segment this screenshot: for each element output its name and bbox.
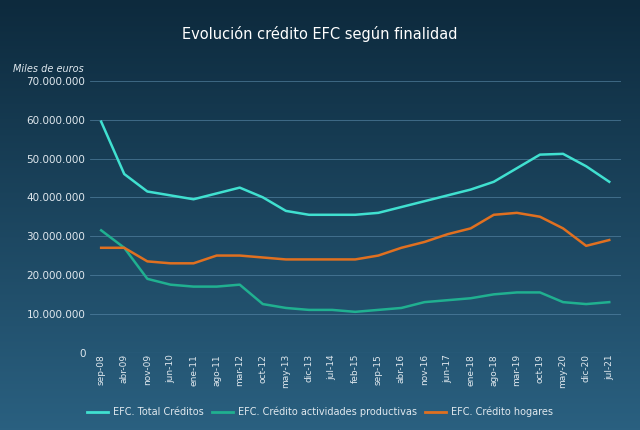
- EFC. Crédito actividades productivas: [328, 307, 336, 313]
- EFC. Crédito hogares: [420, 240, 428, 245]
- EFC. Crédito hogares: [490, 212, 498, 218]
- EFC. Total Créditos: [189, 197, 197, 202]
- EFC. Total Créditos: [490, 179, 498, 184]
- EFC. Crédito hogares: [536, 214, 544, 219]
- EFC. Crédito hogares: [166, 261, 174, 266]
- EFC. Total Créditos: [374, 210, 382, 215]
- EFC. Total Créditos: [166, 193, 174, 198]
- Line: EFC. Crédito actividades productivas: EFC. Crédito actividades productivas: [101, 230, 609, 312]
- Text: Evolución crédito EFC según finalidad: Evolución crédito EFC según finalidad: [182, 26, 458, 42]
- EFC. Crédito actividades productivas: [212, 284, 220, 289]
- EFC. Total Créditos: [513, 166, 521, 171]
- EFC. Total Créditos: [420, 199, 428, 204]
- EFC. Total Créditos: [582, 164, 590, 169]
- EFC. Total Créditos: [282, 208, 290, 213]
- Text: Miles de euros: Miles de euros: [13, 64, 84, 74]
- EFC. Total Créditos: [259, 195, 267, 200]
- EFC. Crédito hogares: [143, 259, 151, 264]
- EFC. Crédito hogares: [351, 257, 359, 262]
- EFC. Crédito actividades productivas: [351, 309, 359, 314]
- EFC. Crédito hogares: [397, 245, 405, 250]
- Line: EFC. Total Créditos: EFC. Total Créditos: [101, 122, 609, 215]
- EFC. Total Créditos: [444, 193, 451, 198]
- EFC. Crédito actividades productivas: [97, 228, 105, 233]
- EFC. Crédito actividades productivas: [166, 282, 174, 287]
- EFC. Crédito hogares: [305, 257, 313, 262]
- EFC. Total Créditos: [536, 152, 544, 157]
- EFC. Crédito hogares: [259, 255, 267, 260]
- EFC. Crédito actividades productivas: [305, 307, 313, 313]
- EFC. Total Créditos: [236, 185, 244, 190]
- EFC. Crédito actividades productivas: [582, 301, 590, 307]
- EFC. Crédito actividades productivas: [559, 300, 567, 305]
- EFC. Crédito actividades productivas: [120, 245, 128, 250]
- EFC. Crédito hogares: [282, 257, 290, 262]
- EFC. Crédito hogares: [120, 245, 128, 250]
- EFC. Total Créditos: [397, 204, 405, 209]
- EFC. Crédito actividades productivas: [490, 292, 498, 297]
- EFC. Crédito hogares: [212, 253, 220, 258]
- EFC. Crédito hogares: [236, 253, 244, 258]
- EFC. Crédito actividades productivas: [536, 290, 544, 295]
- EFC. Total Créditos: [467, 187, 474, 192]
- EFC. Crédito actividades productivas: [420, 300, 428, 305]
- EFC. Total Créditos: [120, 172, 128, 177]
- EFC. Crédito hogares: [605, 237, 613, 243]
- EFC. Total Créditos: [559, 151, 567, 157]
- EFC. Crédito actividades productivas: [467, 296, 474, 301]
- EFC. Total Créditos: [212, 191, 220, 196]
- EFC. Total Créditos: [328, 212, 336, 218]
- EFC. Crédito actividades productivas: [513, 290, 521, 295]
- EFC. Crédito actividades productivas: [259, 301, 267, 307]
- EFC. Total Créditos: [143, 189, 151, 194]
- EFC. Crédito hogares: [97, 245, 105, 250]
- EFC. Crédito hogares: [513, 210, 521, 215]
- EFC. Crédito hogares: [328, 257, 336, 262]
- EFC. Crédito hogares: [559, 226, 567, 231]
- EFC. Crédito hogares: [444, 232, 451, 237]
- EFC. Crédito hogares: [467, 226, 474, 231]
- EFC. Crédito hogares: [582, 243, 590, 249]
- EFC. Total Créditos: [305, 212, 313, 218]
- EFC. Crédito actividades productivas: [374, 307, 382, 313]
- EFC. Crédito actividades productivas: [189, 284, 197, 289]
- EFC. Crédito actividades productivas: [282, 305, 290, 310]
- EFC. Crédito hogares: [189, 261, 197, 266]
- EFC. Crédito actividades productivas: [605, 300, 613, 305]
- EFC. Total Créditos: [97, 119, 105, 124]
- EFC. Crédito actividades productivas: [444, 298, 451, 303]
- EFC. Crédito hogares: [374, 253, 382, 258]
- EFC. Crédito actividades productivas: [236, 282, 244, 287]
- EFC. Total Créditos: [605, 179, 613, 184]
- Line: EFC. Crédito hogares: EFC. Crédito hogares: [101, 213, 609, 263]
- EFC. Total Créditos: [351, 212, 359, 218]
- Legend: EFC. Total Créditos, EFC. Crédito actividades productivas, EFC. Crédito hogares: EFC. Total Créditos, EFC. Crédito activi…: [83, 402, 557, 421]
- EFC. Crédito actividades productivas: [397, 305, 405, 310]
- EFC. Crédito actividades productivas: [143, 276, 151, 281]
